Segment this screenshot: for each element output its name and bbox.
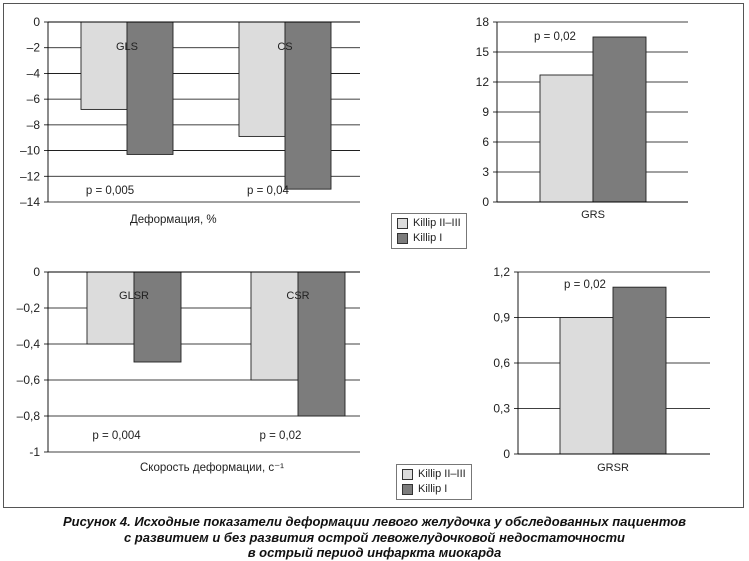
figure-frame xyxy=(3,3,744,508)
y-tick-label: 0 xyxy=(503,447,510,461)
p-value-label: p = 0,02 xyxy=(260,430,302,442)
chart-panel-1: 0 –2 –4 –6 –8 –10 –12 –14 GLS p = 0,005 CS p = 0,04… xyxy=(20,15,360,226)
category-label: GLSR xyxy=(119,290,149,302)
category-label: CS xyxy=(277,41,292,53)
bar-glsr-killip-1 xyxy=(133,271,182,363)
chart-panel-2: 0 3 6 9 12 15 18 GRS p = 0,02 xyxy=(476,15,688,221)
category-label: GRS xyxy=(581,209,605,221)
category-label: GLS xyxy=(116,41,138,53)
p-value-label: p = 0,02 xyxy=(534,31,576,43)
legend-swatch-killip-1 xyxy=(397,233,408,244)
bar-cs-killip-2-3 xyxy=(238,21,286,137)
y-tick-label: –0,4 xyxy=(17,337,41,351)
bar-grs-killip-1 xyxy=(592,36,647,203)
caption-line-2: с развитием и без развития острой левоже… xyxy=(123,529,626,545)
legend-label-killip-2-3: Killip II–III xyxy=(418,468,466,480)
figure-caption: Рисунок 4. Исходные показатели деформаци… xyxy=(0,514,749,561)
bar-gls-killip-1 xyxy=(126,21,174,155)
p-value-label: p = 0,02 xyxy=(564,279,606,291)
y-tick-label: 12 xyxy=(476,75,490,89)
caption-line-3: в острый период инфаркта миокарда xyxy=(247,545,502,560)
y-tick-label: –0,2 xyxy=(17,301,41,315)
legend-item-killip-1: Killip I xyxy=(402,482,466,497)
legend-swatch-killip-2-3 xyxy=(402,469,413,480)
y-tick-label: 9 xyxy=(482,105,489,119)
bar-glsr-killip-2-3 xyxy=(86,271,135,345)
y-tick-label: 0 xyxy=(33,15,40,29)
y-tick-label: 18 xyxy=(476,15,490,29)
p-value-label: p = 0,04 xyxy=(247,185,289,197)
legend-label-killip-1: Killip I xyxy=(418,483,448,495)
y-tick-label: –14 xyxy=(20,195,40,209)
y-tick-label: –0,8 xyxy=(17,409,41,423)
y-tick-label: 0,6 xyxy=(493,356,510,370)
y-tick-label: 6 xyxy=(482,135,489,149)
legend-item-killip-2-3: Killip II–III xyxy=(402,467,466,482)
bar-csr-killip-2-3 xyxy=(250,271,299,381)
x-axis-label: Скорость деформации, с⁻¹ xyxy=(140,462,284,474)
bar-gls-killip-2-3 xyxy=(80,21,128,110)
y-tick-label: –0,6 xyxy=(17,373,41,387)
y-tick-label: 0 xyxy=(482,195,489,209)
y-tick-label: –10 xyxy=(20,144,40,158)
bar-csr-killip-1 xyxy=(297,271,346,417)
bar-cs-killip-1 xyxy=(284,21,332,190)
p-value-label: p = 0,004 xyxy=(92,430,141,442)
legend-item-killip-2-3: Killip II–III xyxy=(397,216,461,231)
y-tick-label: 1,2 xyxy=(493,265,510,279)
y-tick-label: –12 xyxy=(20,169,40,183)
y-tick-label: 0,3 xyxy=(493,402,510,416)
y-tick-label: –4 xyxy=(27,66,41,80)
category-label: CSR xyxy=(286,290,309,302)
bar-grsr-killip-2-3 xyxy=(559,317,614,455)
y-tick-label: –6 xyxy=(27,92,41,106)
p-value-label: p = 0,005 xyxy=(86,185,134,197)
bar-grs-killip-2-3 xyxy=(539,74,594,203)
y-tick-label: 0 xyxy=(33,265,40,279)
y-tick-label: –2 xyxy=(27,41,41,55)
chart-panel-4: 0 0,3 0,6 0,9 1,2 GRSR p = 0,02 xyxy=(493,265,710,474)
x-axis-label: Деформация, % xyxy=(130,214,217,226)
caption-line-1: Рисунок 4. Исходные показатели деформаци… xyxy=(62,514,686,529)
bar-grsr-killip-1 xyxy=(612,286,667,455)
legend-bottom: Killip II–III Killip I xyxy=(396,464,472,500)
y-tick-label: –8 xyxy=(27,118,41,132)
legend-label-killip-1: Killip I xyxy=(413,232,443,244)
legend-item-killip-1: Killip I xyxy=(397,231,461,246)
legend-swatch-killip-1 xyxy=(402,484,413,495)
legend-swatch-killip-2-3 xyxy=(397,218,408,229)
y-tick-label: -1 xyxy=(29,445,40,459)
chart-panel-3: 0 –0,2 –0,4 –0,6 –0,8 -1 GLSR p = 0,004 CSR p = 0… xyxy=(17,265,360,474)
category-label: GRSR xyxy=(597,462,629,474)
y-tick-label: 15 xyxy=(476,45,490,59)
legend-top: Killip II–III Killip I xyxy=(391,213,467,249)
legend-label-killip-2-3: Killip II–III xyxy=(413,217,461,229)
y-tick-label: 3 xyxy=(482,165,489,179)
y-tick-label: 0,9 xyxy=(493,311,510,325)
